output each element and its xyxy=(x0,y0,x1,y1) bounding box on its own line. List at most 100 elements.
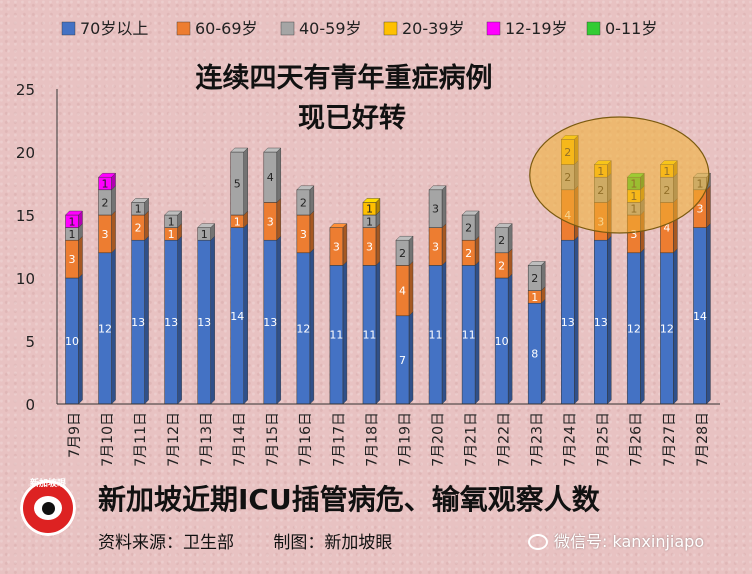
eye-icon xyxy=(34,496,62,520)
bar-segment-side xyxy=(375,260,381,405)
bar-segment-side xyxy=(507,248,513,279)
data-label: 1 xyxy=(234,215,241,228)
bar-top-face xyxy=(230,147,249,153)
x-tick-label: 7月10日 xyxy=(100,412,116,467)
data-label: 4 xyxy=(267,171,274,184)
highlight-ellipse-shape xyxy=(529,116,710,234)
bar-top-face xyxy=(428,185,447,191)
bar-top-face xyxy=(164,210,183,216)
bar-segment-side xyxy=(408,260,414,317)
y-tick-label: 25 xyxy=(16,81,35,99)
data-label: 1 xyxy=(366,203,373,216)
bar-segment-side xyxy=(276,197,281,241)
bar-segment-side xyxy=(210,235,215,405)
x-tick-label: 7月27日 xyxy=(662,412,678,467)
data-label: 11 xyxy=(429,329,443,342)
bar-segment-side xyxy=(541,260,546,292)
x-tick-label: 7月9日 xyxy=(67,412,83,458)
legend-label: 60-69岁 xyxy=(195,19,258,38)
bar-top-face xyxy=(197,223,216,228)
data-label: 3 xyxy=(102,228,109,241)
bar-top-face xyxy=(527,261,546,266)
highlight-ellipse xyxy=(529,116,710,234)
data-label: 3 xyxy=(696,203,703,216)
x-tick-label: 7月15日 xyxy=(265,412,281,467)
bar-segment-side xyxy=(375,223,381,266)
x-tick-label: 7月25日 xyxy=(596,412,612,467)
bar-segment-side xyxy=(243,223,248,405)
data-label: 2 xyxy=(465,222,472,235)
bar-top-face xyxy=(461,210,480,216)
footer-source-line: 资料来源：卫生部 制图：新加坡眼 xyxy=(98,528,426,553)
source-text: 资料来源：卫生部 xyxy=(98,533,234,553)
x-tick-label: 7月14日 xyxy=(232,412,248,467)
bar-stack: 14 1 5 xyxy=(230,147,249,405)
data-label: 1 xyxy=(201,228,208,241)
data-label: 1 xyxy=(366,215,373,228)
bar-top-face xyxy=(131,198,150,203)
data-label: 10 xyxy=(495,335,509,348)
bar-segment-side xyxy=(574,235,579,405)
logo-text: 新加坡眼 xyxy=(29,479,66,489)
x-tick-label: 7月12日 xyxy=(166,412,182,467)
data-label: 3 xyxy=(432,241,439,254)
footer-title: 新加坡近期ICU插管病危、输氧观察人数 xyxy=(98,483,600,516)
bar-segment-side xyxy=(706,185,711,229)
bar-stack: 13 2 1 xyxy=(131,197,150,405)
bar-segment-side xyxy=(441,223,447,266)
data-label: 14 xyxy=(230,310,244,323)
data-label: 12 xyxy=(627,322,641,335)
wechat-icon xyxy=(528,534,548,550)
bar-stack: 13 11 xyxy=(164,210,183,405)
bar-segment-side xyxy=(408,311,414,405)
bar-stack: 10 2 2 xyxy=(495,223,513,405)
bar-segment-side xyxy=(640,248,645,405)
data-label: 2 xyxy=(531,272,538,285)
x-tick-label: 7月13日 xyxy=(199,412,215,467)
data-label: 1 xyxy=(69,228,76,241)
bar-segment-side xyxy=(111,185,116,216)
data-label: 4 xyxy=(663,222,670,235)
legend: 70岁以上 60-69岁 40-59岁 20-39岁 12-19岁 0-11岁 xyxy=(61,19,657,38)
data-label: 2 xyxy=(399,247,406,260)
data-label: 3 xyxy=(432,203,439,216)
bar-stack: 7 4 2 xyxy=(395,235,414,405)
bar-top-face xyxy=(296,185,315,191)
x-tick-label: 7月11日 xyxy=(133,412,149,467)
bar-segment-side xyxy=(177,235,182,405)
bar-stack: 8 1 2 xyxy=(527,260,546,405)
data-label: 11 xyxy=(329,329,343,342)
data-label: 14 xyxy=(693,310,707,323)
data-label: 3 xyxy=(69,253,76,266)
data-label: 12 xyxy=(296,322,310,335)
bar-segment-side xyxy=(111,248,116,405)
data-label: 10 xyxy=(65,335,79,348)
bar-top-face xyxy=(263,147,282,153)
bar-top-face xyxy=(362,198,381,203)
maker-text: 制图：新加坡眼 xyxy=(273,533,393,553)
bar-top-face xyxy=(65,210,83,216)
bar-segment-side xyxy=(474,210,480,241)
legend-label: 12-19岁 xyxy=(505,19,568,38)
chart-title-line: 连续四天有青年重症病例 xyxy=(196,62,493,94)
data-label: 13 xyxy=(164,316,178,329)
bar-segment-side xyxy=(441,185,447,229)
bar-segment-side xyxy=(78,273,83,405)
data-label: 3 xyxy=(630,228,637,241)
bar-segment-side xyxy=(474,235,480,266)
bar-stack: 11 2 2 xyxy=(461,210,480,405)
data-label: 7 xyxy=(399,354,406,367)
x-tick-label: 7月26日 xyxy=(629,412,645,467)
x-tick-label: 7月19日 xyxy=(397,412,413,467)
legend-swatch xyxy=(383,21,398,36)
bar-segment-side xyxy=(243,147,248,216)
bar-stack: 13 1 xyxy=(197,223,216,405)
bar-segment-side xyxy=(78,235,83,279)
bar-segment-side xyxy=(309,210,315,254)
data-label: 11 xyxy=(362,329,376,342)
x-axis: 7月9日 7月10日 7月11日 7月12日 7月13日 7月14日 7月15日 7月16日 7… xyxy=(57,403,720,467)
bar-segment-side xyxy=(474,260,480,405)
bar-top-face xyxy=(98,172,117,178)
legend-label: 0-11岁 xyxy=(605,19,657,38)
